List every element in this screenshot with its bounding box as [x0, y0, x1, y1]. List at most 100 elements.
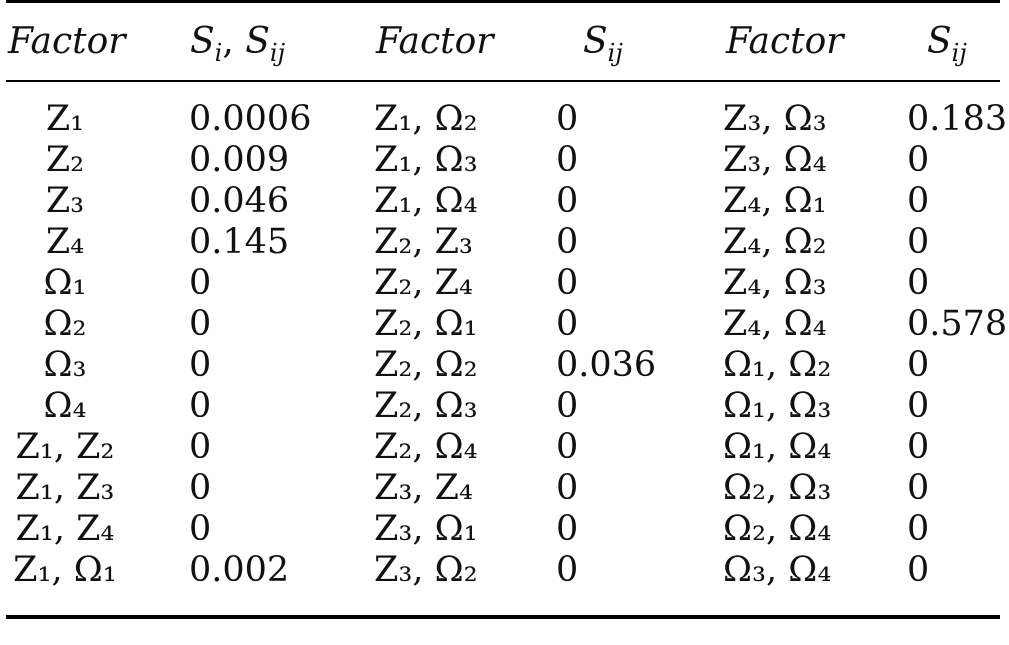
bottom-rule [6, 615, 1000, 619]
sensitivity-cell: 0 [556, 140, 579, 180]
top-rule [6, 0, 1000, 3]
factor-cell: Ω₄ [43, 386, 87, 426]
sensitivity-cell: 0.046 [189, 181, 290, 221]
sensitivity-cell: 0 [189, 509, 212, 549]
factor-cell: Z₂ [45, 140, 85, 180]
sensitivity-cell: 0 [556, 386, 579, 426]
sensitivity-cell: 0 [556, 263, 579, 303]
factor-cell: Z₁ [45, 99, 85, 139]
factor-pair-cell: Z₁, Ω₂ [374, 99, 478, 139]
table-row: Z₁, Ω₁ 0.002 Z₃, Ω₂ 0 Ω₃, Ω₄ 0 [0, 550, 1009, 591]
sensitivity-cell: 0 [189, 386, 212, 426]
sensitivity-cell: 0 [189, 304, 212, 344]
table-row: Z₁, Z₄ 0 Z₃, Ω₁ 0 Ω₂, Ω₄ 0 [0, 509, 1009, 550]
factor-pair-cell: Z₄, Ω₂ [723, 222, 827, 262]
header-sij3-base: S [927, 21, 952, 62]
sensitivity-cell: 0.0006 [189, 99, 312, 139]
factor-cell: Z₁, Ω₁ [13, 550, 117, 590]
factor-cell: Z₄ [45, 222, 85, 262]
header-sij-2: Sij [583, 18, 623, 66]
sensitivity-cell: 0.009 [189, 140, 290, 180]
sensitivity-cell: 0 [907, 222, 930, 262]
sensitivity-cell: 0 [556, 427, 579, 467]
table-row: Z₂ 0.009 Z₁, Ω₃ 0 Z₃, Ω₄ 0 [0, 140, 1009, 181]
factor-pair-cell: Ω₂, Ω₄ [723, 509, 832, 549]
factor-pair-cell: Z₃, Z₄ [374, 468, 473, 508]
sensitivity-cell: 0.145 [189, 222, 290, 262]
sensitivity-cell: 0 [556, 181, 579, 221]
header-sij-base: S [245, 21, 270, 62]
factor-cell: Z₁, Z₄ [15, 509, 115, 549]
factor-pair-cell: Z₃, Ω₄ [723, 140, 827, 180]
sensitivity-cell: 0 [189, 263, 212, 303]
sensitivity-cell: 0 [907, 345, 930, 385]
header-sij2-sub: ij [607, 39, 623, 67]
factor-cell: Z₁, Z₃ [15, 468, 115, 508]
sensitivity-cell: 0 [907, 140, 930, 180]
sensitivity-cell: 0.578 [907, 304, 1008, 344]
factor-cell: Z₁, Z₂ [15, 427, 115, 467]
table-row: Z₁, Z₂ 0 Z₂, Ω₄ 0 Ω₁, Ω₄ 0 [0, 427, 1009, 468]
sensitivity-cell: 0 [907, 181, 930, 221]
header-factor-1: Factor [8, 21, 126, 62]
sensitivity-cell: 0 [556, 222, 579, 262]
factor-pair-cell: Z₃, Ω₂ [374, 550, 478, 590]
sensitivity-cell: 0.036 [556, 345, 657, 385]
factor-pair-cell: Z₁, Ω₄ [374, 181, 478, 221]
factor-pair-cell: Z₃, Ω₁ [374, 509, 478, 549]
factor-pair-cell: Ω₃, Ω₄ [723, 550, 832, 590]
sensitivity-cell: 0 [189, 345, 212, 385]
table-row: Z₁, Z₃ 0 Z₃, Z₄ 0 Ω₂, Ω₃ 0 [0, 468, 1009, 509]
sensitivity-cell: 0.183 [907, 99, 1008, 139]
factor-pair-cell: Z₂, Ω₄ [374, 427, 478, 467]
header-si-sij: Si, Sij [190, 18, 285, 66]
factor-pair-cell: Z₁, Ω₃ [374, 140, 478, 180]
factor-cell: Ω₁ [43, 263, 87, 303]
sensitivity-cell: 0 [907, 550, 930, 590]
header-factor-3: Factor [726, 21, 844, 62]
table-row: Z₄ 0.145 Z₂, Z₃ 0 Z₄, Ω₂ 0 [0, 222, 1009, 263]
header-sij2-base: S [583, 21, 608, 62]
sensitivity-cell: 0 [189, 427, 212, 467]
sensitivity-cell: 0 [556, 509, 579, 549]
factor-pair-cell: Z₂, Ω₂ [374, 345, 478, 385]
sensitivity-cell: 0 [556, 304, 579, 344]
table-header: Factor Si, Sij Factor Sij Factor Sij [0, 18, 1009, 68]
sensitivity-cell: 0 [907, 263, 930, 303]
header-sij-3: Sij [927, 18, 967, 66]
header-si-base: S [190, 21, 215, 62]
factor-pair-cell: Z₃, Ω₃ [723, 99, 827, 139]
sensitivity-cell: 0 [907, 468, 930, 508]
factor-pair-cell: Z₄, Ω₄ [723, 304, 827, 344]
factor-pair-cell: Ω₁, Ω₂ [723, 345, 832, 385]
sensitivity-cell: 0.002 [189, 550, 290, 590]
table-row: Z₃ 0.046 Z₁, Ω₄ 0 Z₄, Ω₁ 0 [0, 181, 1009, 222]
header-factor-2: Factor [376, 21, 494, 62]
sensitivity-cell: 0 [907, 427, 930, 467]
factor-pair-cell: Z₂, Ω₃ [374, 386, 478, 426]
sensitivity-cell: 0 [556, 99, 579, 139]
header-rule [6, 80, 1000, 82]
factor-pair-cell: Z₄, Ω₃ [723, 263, 827, 303]
factor-pair-cell: Z₄, Ω₁ [723, 181, 827, 221]
table-body: Z₁ 0.0006 Z₁, Ω₂ 0 Z₃, Ω₃ 0.183 Z₂ 0.009… [0, 99, 1009, 591]
header-separator: , [222, 21, 246, 62]
table-row: Ω₃ 0 Z₂, Ω₂ 0.036 Ω₁, Ω₂ 0 [0, 345, 1009, 386]
factor-cell: Z₃ [45, 181, 85, 221]
factor-pair-cell: Ω₁, Ω₃ [723, 386, 832, 426]
sensitivity-cell: 0 [907, 509, 930, 549]
factor-pair-cell: Z₂, Z₄ [374, 263, 473, 303]
factor-cell: Ω₃ [43, 345, 87, 385]
factor-pair-cell: Ω₁, Ω₄ [723, 427, 832, 467]
table-row: Z₁ 0.0006 Z₁, Ω₂ 0 Z₃, Ω₃ 0.183 [0, 99, 1009, 140]
sensitivity-cell: 0 [189, 468, 212, 508]
factor-pair-cell: Z₂, Ω₁ [374, 304, 478, 344]
factor-pair-cell: Ω₂, Ω₃ [723, 468, 832, 508]
sensitivity-cell: 0 [907, 386, 930, 426]
factor-pair-cell: Z₂, Z₃ [374, 222, 473, 262]
header-si-sub: i [214, 39, 223, 67]
table-row: Ω₂ 0 Z₂, Ω₁ 0 Z₄, Ω₄ 0.578 [0, 304, 1009, 345]
header-sij-sub: ij [269, 39, 286, 67]
sensitivity-cell: 0 [556, 550, 579, 590]
table-row: Ω₄ 0 Z₂, Ω₃ 0 Ω₁, Ω₃ 0 [0, 386, 1009, 427]
